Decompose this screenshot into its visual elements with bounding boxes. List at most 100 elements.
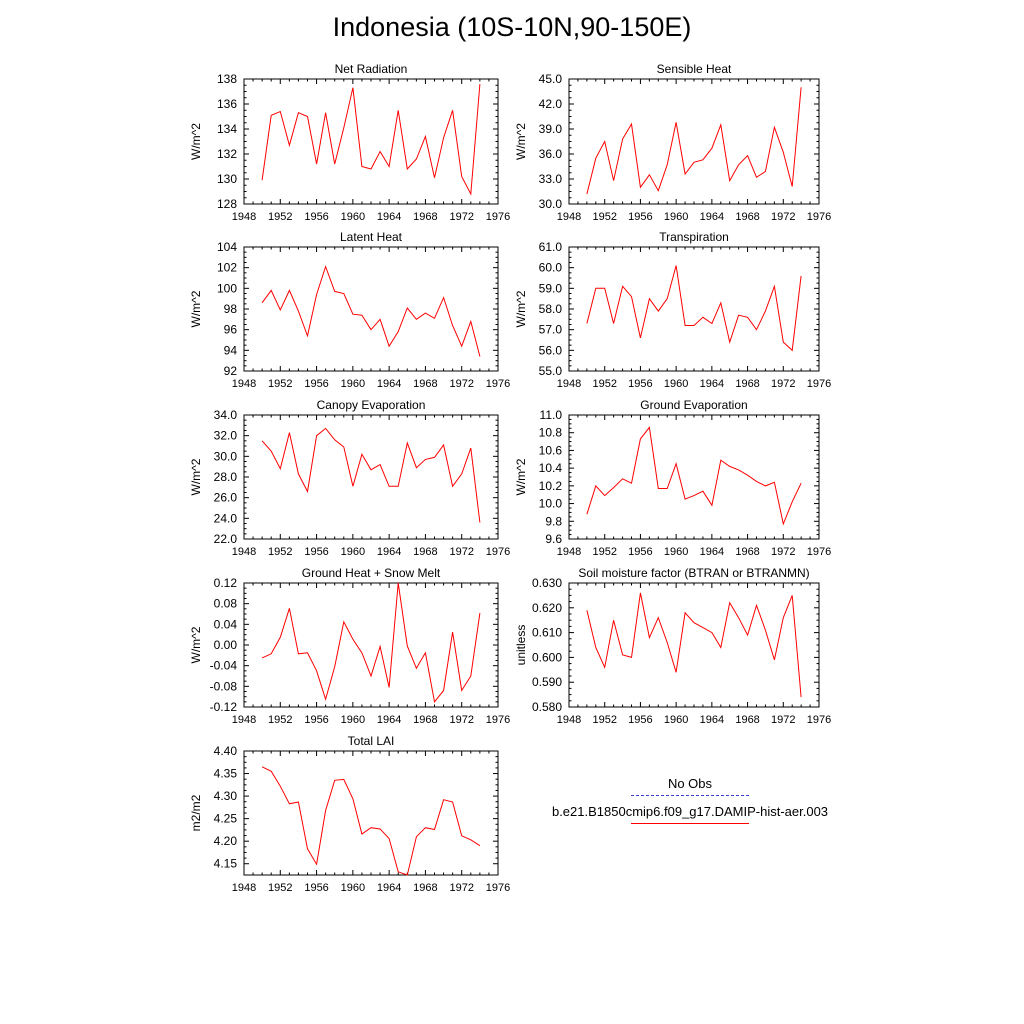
chart-panel-8: Soil moisture factor (BTRAN or BTRANMN) u… <box>514 566 831 726</box>
y-tick-label: 0.580 <box>532 700 562 714</box>
x-tick-label: 1960 <box>341 211 365 223</box>
y-tick-label: 42.0 <box>539 97 563 111</box>
y-tick-label: 9.6 <box>545 532 562 546</box>
x-tick-label: 1968 <box>413 546 437 558</box>
y-tick-label: -0.08 <box>210 679 238 693</box>
legend-model-line <box>631 823 749 824</box>
panel-title: Total LAI <box>348 734 395 748</box>
y-tick-label: 33.0 <box>539 172 563 186</box>
panel-title: Ground Heat + Snow Melt <box>302 566 441 580</box>
y-tick-label: 4.35 <box>214 767 238 781</box>
x-tick-label: 1972 <box>449 714 473 726</box>
y-tick-label: -0.12 <box>210 700 238 714</box>
x-tick-label: 1968 <box>413 882 437 894</box>
series-line <box>586 592 802 698</box>
y-tick-label: 130 <box>217 172 237 186</box>
chart-panel-2: Sensible Heat W/m^2 1948 1952 1956 1960 1964 19… <box>514 62 831 223</box>
x-tick-label: 1952 <box>268 714 292 726</box>
y-tick-label: 10.8 <box>539 426 563 440</box>
x-tick-label: 1960 <box>341 378 365 390</box>
x-tick-label: 1964 <box>377 546 401 558</box>
chart-panel-9: Total LAI m2/m2 1948 1952 1956 1960 1964 1968 19… <box>189 734 510 894</box>
x-tick-label: 1948 <box>232 546 256 558</box>
x-tick-label: 1972 <box>449 546 473 558</box>
chart-panel-5: Canopy Evaporation W/m^2 1948 1952 1956 1960 1… <box>189 398 510 558</box>
panel-title: Canopy Evaporation <box>317 398 426 412</box>
y-tick-label: 4.25 <box>214 812 238 826</box>
y-axis-label: unitless <box>514 625 528 666</box>
plot-frame <box>568 582 820 708</box>
x-tick-label: 1956 <box>304 546 328 558</box>
x-tick-label: 1968 <box>735 378 759 390</box>
y-tick-label: 100 <box>217 281 237 295</box>
x-tick-label: 1976 <box>486 378 510 390</box>
series-line <box>261 766 481 876</box>
legend-obs-line <box>631 795 749 796</box>
y-tick-label: 28.0 <box>214 470 238 484</box>
y-tick-label: 61.0 <box>539 240 563 254</box>
legend-model-label: b.e21.B1850cmip6.f09_g17.DAMIP-hist-aer.… <box>551 804 829 819</box>
x-tick-label: 1972 <box>771 211 795 223</box>
chart-panel-3: Latent Heat W/m^2 1948 1952 1956 1960 1964 1968… <box>189 230 510 390</box>
panel-title: Sensible Heat <box>657 62 732 76</box>
panel-title: Soil moisture factor (BTRAN or BTRANMN) <box>578 566 809 580</box>
y-tick-label: 0.600 <box>532 650 562 664</box>
x-tick-label: 1976 <box>486 546 510 558</box>
y-axis-label: W/m^2 <box>514 290 528 327</box>
panel-title: Ground Evaporation <box>640 398 747 412</box>
x-tick-label: 1960 <box>664 546 688 558</box>
y-tick-label: 0.620 <box>532 601 562 615</box>
x-tick-label: 1952 <box>592 378 616 390</box>
y-tick-label: 4.20 <box>214 834 238 848</box>
x-tick-label: 1976 <box>486 211 510 223</box>
y-tick-label: 57.0 <box>539 323 563 337</box>
x-tick-label: 1948 <box>232 378 256 390</box>
y-tick-label: 32.0 <box>214 429 238 443</box>
x-tick-label: 1960 <box>664 714 688 726</box>
chart-panel-7: Ground Heat + Snow Melt W/m^2 1948 1952 1956… <box>189 566 510 726</box>
y-tick-label: 134 <box>217 122 237 136</box>
chart-panel-4: Transpiration W/m^2 1948 1952 1956 1960 1964 19… <box>514 230 831 390</box>
y-tick-label: 128 <box>217 197 237 211</box>
x-tick-label: 1952 <box>592 714 616 726</box>
x-tick-label: 1956 <box>304 378 328 390</box>
x-tick-label: 1972 <box>449 211 473 223</box>
plot-frame <box>568 414 820 540</box>
y-tick-label: 26.0 <box>214 491 238 505</box>
x-tick-label: 1948 <box>557 546 581 558</box>
x-tick-label: 1952 <box>268 211 292 223</box>
y-tick-label: 45.0 <box>539 72 563 86</box>
chart-panel-6: Ground Evaporation W/m^2 1948 1952 1956 1960 1… <box>514 398 831 558</box>
y-tick-label: 138 <box>217 72 237 86</box>
y-tick-label: 4.15 <box>214 857 238 871</box>
x-tick-label: 1964 <box>377 378 401 390</box>
x-tick-label: 1948 <box>232 882 256 894</box>
x-tick-label: 1956 <box>304 714 328 726</box>
x-tick-label: 1956 <box>304 882 328 894</box>
x-tick-label: 1972 <box>771 714 795 726</box>
legend: No Obs b.e21.B1850cmip6.f09_g17.DAMIP-hi… <box>520 776 860 832</box>
x-tick-label: 1968 <box>413 378 437 390</box>
x-tick-label: 1964 <box>700 211 724 223</box>
y-tick-label: 0.610 <box>532 626 562 640</box>
y-tick-label: 58.0 <box>539 302 563 316</box>
y-tick-label: 36.0 <box>539 147 563 161</box>
x-tick-label: 1968 <box>413 714 437 726</box>
x-tick-label: 1956 <box>628 211 652 223</box>
plot-frame <box>243 78 499 205</box>
x-tick-label: 1972 <box>771 546 795 558</box>
x-tick-label: 1968 <box>735 714 759 726</box>
y-tick-label: 98 <box>224 302 238 316</box>
x-tick-label: 1948 <box>557 714 581 726</box>
y-tick-label: 24.0 <box>214 511 238 525</box>
y-tick-label: 0.12 <box>214 576 238 590</box>
x-tick-label: 1952 <box>592 546 616 558</box>
x-tick-label: 1976 <box>807 714 831 726</box>
x-tick-label: 1952 <box>268 378 292 390</box>
y-tick-label: 10.2 <box>539 479 563 493</box>
y-tick-label: 30.0 <box>214 449 238 463</box>
y-tick-label: 4.40 <box>214 744 238 758</box>
x-tick-label: 1976 <box>807 211 831 223</box>
plot-frame <box>243 750 499 876</box>
x-tick-label: 1968 <box>413 211 437 223</box>
